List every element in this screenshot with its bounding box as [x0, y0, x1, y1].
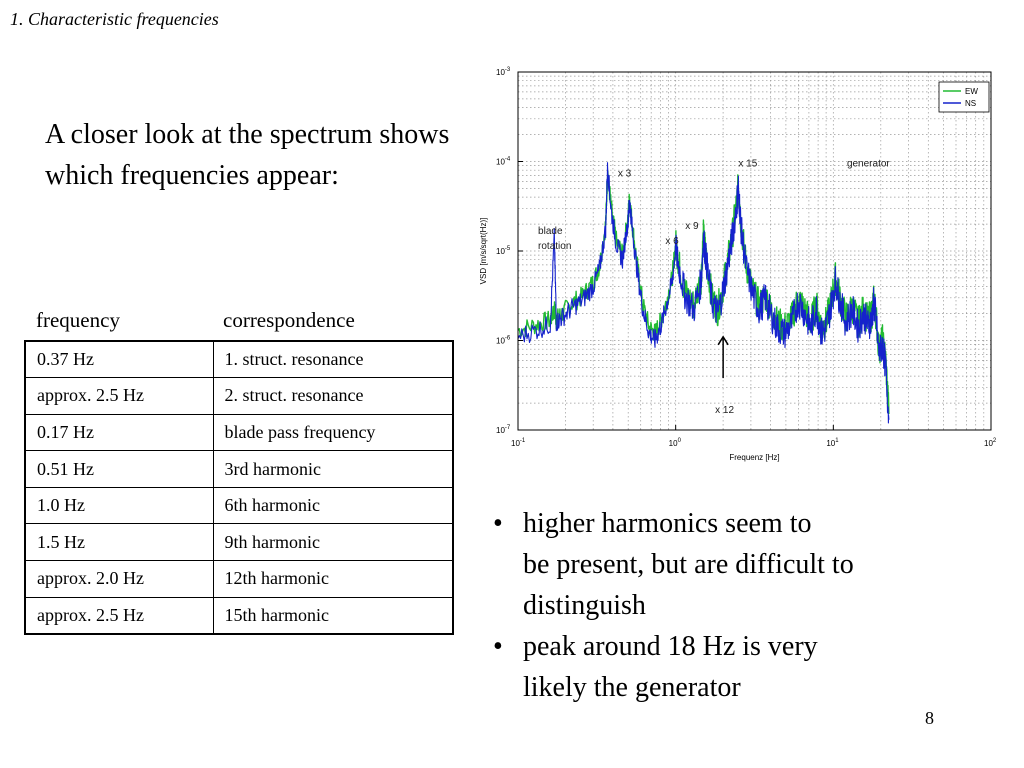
y-tick-label: 10-5	[496, 246, 511, 256]
x-tick-label: 102	[984, 438, 997, 448]
correspondence-cell: blade pass frequency	[212, 413, 454, 452]
intro-text: A closer look at the spectrum shows whic…	[45, 119, 450, 191]
table-row: 0.37 Hz 1. struct. resonance	[24, 340, 454, 379]
page-number: 8	[925, 708, 934, 728]
series-line-ns	[517, 162, 890, 424]
table-row: 0.51 Hz 3rd harmonic	[24, 450, 454, 488]
bullet-text: peak around 18 Hz is very likely the gen…	[523, 626, 818, 708]
correspondence-cell: 2. struct. resonance	[212, 377, 454, 415]
legend-label: EW	[965, 87, 978, 96]
correspondence-cell: 1. struct. resonance	[212, 340, 454, 379]
chart-annotation: blade	[538, 226, 563, 237]
y-tick-label: 10-3	[496, 67, 511, 77]
table-row: approx. 2.0 Hz 12th harmonic	[24, 560, 454, 598]
y-tick-exponent: -5	[505, 246, 511, 252]
bullet-dot: •	[493, 631, 503, 662]
section-title: 1. Characteristic frequencies	[10, 9, 219, 29]
bullet-line: higher harmonics seem to	[523, 508, 812, 539]
frequency-cell: approx. 2.5 Hz	[24, 377, 214, 415]
bullet-line: be present, but are difficult to	[523, 549, 854, 580]
bullet-line: likely the generator	[523, 672, 741, 703]
x-tick-label: 101	[826, 438, 839, 448]
y-tick-label: 10-6	[496, 336, 511, 346]
chart-annotation: x 15	[738, 158, 757, 169]
frequency-cell: 0.17 Hz	[24, 413, 214, 452]
table-row: approx. 2.5 Hz 15th harmonic	[24, 596, 454, 635]
annotation-arrow-head	[717, 335, 729, 346]
legend-label: NS	[965, 99, 976, 108]
bullet-line: peak around 18 Hz is very	[523, 631, 818, 662]
x-tick-label: 10-1	[511, 438, 526, 448]
bullet-list: • higher harmonics seem to be present, b…	[493, 503, 854, 708]
y-axis-label: VSD [m/s/sqrt(Hz)]	[479, 218, 488, 285]
y-tick-label: 10-7	[496, 425, 511, 435]
frequency-table: 0.37 Hz 1. struct. resonance approx. 2.5 …	[24, 340, 454, 635]
y-tick-label: 10-4	[496, 157, 511, 167]
chart-annotation: x 12	[715, 405, 734, 416]
y-tick-exponent: -3	[505, 67, 511, 73]
legend-box	[938, 81, 990, 113]
frequency-cell: 0.51 Hz	[24, 450, 214, 488]
x-tick-exponent: 2	[993, 438, 997, 444]
bullet-dot: •	[493, 508, 503, 539]
x-axis-label: Frequenz [Hz]	[729, 453, 779, 462]
correspondence-cell: 15th harmonic	[212, 596, 454, 635]
table-header-correspondence: correspondence	[223, 308, 355, 332]
spectrum-chart-svg: 10-1 100 101 10210-710-610-510-410-3Frequen…	[479, 67, 997, 462]
chart-annotation: x 3	[618, 168, 632, 179]
x-tick-exponent: -1	[520, 438, 526, 444]
chart-annotation: x 6	[665, 236, 679, 247]
bullet-item: • peak around 18 Hz is very likely the g…	[493, 626, 854, 708]
spectrum-chart: 10-1 100 101 102 10-7 10-6 10-5 10-4 10-3 Frequen…	[474, 66, 998, 468]
frequency-cell: approx. 2.5 Hz	[24, 596, 214, 635]
correspondence-cell: 3rd harmonic	[212, 450, 454, 488]
y-tick-exponent: -4	[505, 157, 511, 163]
table-header-frequency: frequency	[36, 308, 120, 332]
chart-annotation: generator	[847, 158, 890, 169]
table-row: 1.0 Hz 6th harmonic	[24, 486, 454, 525]
x-tick-label: 100	[669, 438, 682, 448]
chart-annotation: rotation	[538, 241, 571, 252]
chart-annotation: x 9	[685, 221, 699, 232]
bullet-line: distinguish	[523, 590, 646, 621]
x-tick-exponent: 1	[835, 438, 839, 444]
y-tick-exponent: -6	[505, 336, 511, 342]
bullet-text: higher harmonics seem to be present, but…	[523, 503, 854, 626]
table-row: approx. 2.5 Hz 2. struct. resonance	[24, 377, 454, 415]
correspondence-cell: 6th harmonic	[212, 486, 454, 525]
x-tick-exponent: 0	[678, 438, 682, 444]
frequency-cell: 0.37 Hz	[24, 340, 214, 379]
frequency-cell: 1.5 Hz	[24, 523, 214, 562]
table-row: 1.5 Hz 9th harmonic	[24, 523, 454, 562]
y-tick-exponent: -7	[505, 425, 511, 431]
frequency-cell: approx. 2.0 Hz	[24, 560, 214, 598]
frequency-cell: 1.0 Hz	[24, 486, 214, 525]
table-row: 0.17 Hz blade pass frequency	[24, 413, 454, 452]
correspondence-cell: 12th harmonic	[212, 560, 454, 598]
bullet-item: • higher harmonics seem to be present, b…	[493, 503, 854, 626]
correspondence-cell: 9th harmonic	[212, 523, 454, 562]
